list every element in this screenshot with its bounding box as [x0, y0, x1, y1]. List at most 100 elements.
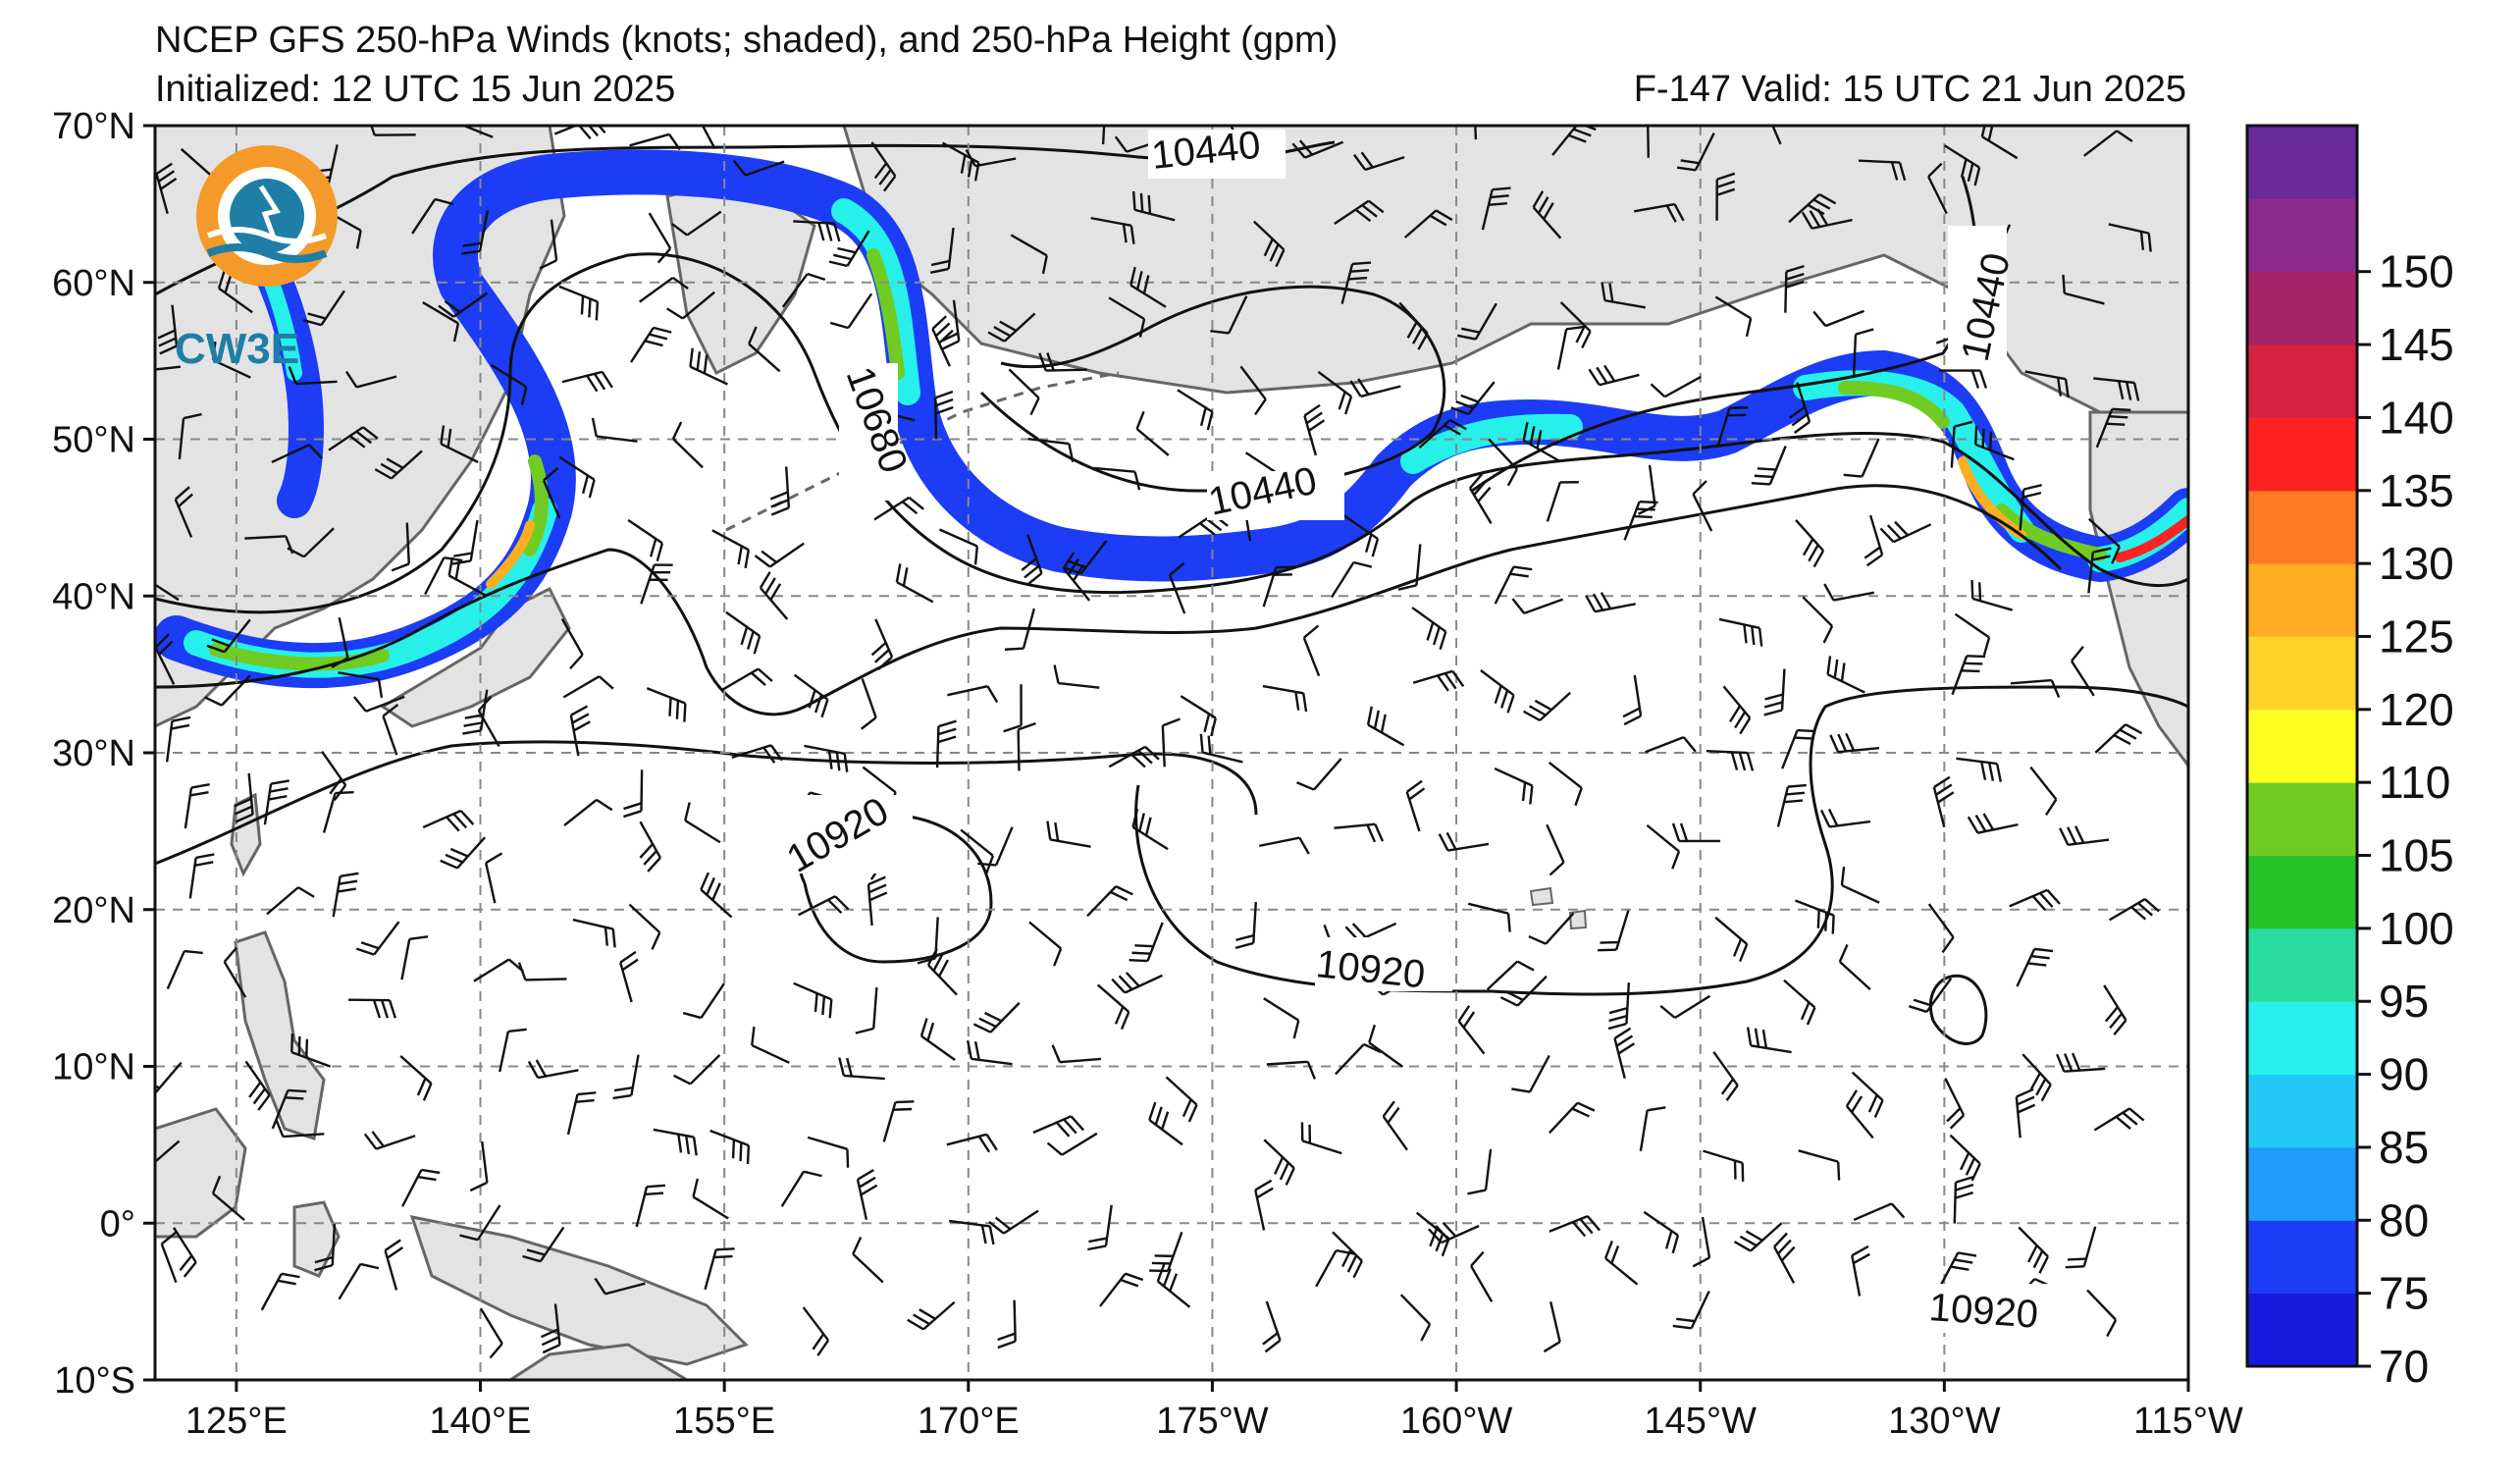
wind-barb: [1773, 1232, 1796, 1284]
colorbar-tick-label: 140: [2379, 392, 2454, 443]
map-title: NCEP GFS 250-hPa Winds (knots; shaded), …: [155, 20, 1339, 61]
valid-time: F-147 Valid: 15 UTC 21 Jun 2025: [1633, 69, 2186, 110]
wind-barb: [1003, 684, 1023, 733]
wind-barb: [987, 312, 1036, 343]
wind-barb: [1659, 994, 1711, 1020]
wind-barb: [451, 519, 479, 565]
wind-barb: [919, 1018, 956, 1062]
colorbar-tick-label: 130: [2379, 538, 2454, 589]
wind-barb: [1718, 617, 1763, 647]
wind-barb: [1781, 728, 1816, 769]
wind-barb: [1342, 514, 1380, 557]
australia-landmass: [507, 1343, 690, 1380]
wind-barb: [211, 1175, 245, 1222]
wind-barb: [1645, 735, 1697, 754]
wind-barb: [461, 210, 489, 255]
wind-barb: [1254, 1179, 1274, 1231]
wind-barb: [1607, 982, 1631, 1031]
latitude-tick-label: 20°N: [52, 890, 135, 931]
japan-island: [380, 586, 571, 728]
wind-barb: [1108, 296, 1146, 338]
wind-barb: [539, 219, 558, 270]
longitude-tick-label: 140°E: [430, 1401, 532, 1442]
colorbar-swatch: [2247, 417, 2357, 492]
wind-barb: [1771, 126, 1782, 145]
wind-barb: [594, 1277, 646, 1296]
wind-barb: [328, 426, 379, 451]
colorbar-tick-label: 145: [2379, 319, 2454, 370]
wind-barb: [1950, 420, 1973, 468]
wind-barb: [2065, 1226, 2097, 1269]
wind-barb: [1715, 172, 1736, 221]
wind-barb: [1266, 1060, 1316, 1080]
wind-barb: [1263, 1139, 1295, 1186]
wind-barb: [1528, 912, 1575, 945]
wind-barb: [2062, 274, 2105, 305]
colorbar-swatch: [2247, 782, 2357, 857]
wind-barb: [1135, 410, 1170, 456]
contour-label-10920-c: 10920: [1927, 1286, 2039, 1337]
wind-barb: [1303, 403, 1326, 456]
latitude-tick-label: 40°N: [52, 576, 135, 617]
wind-barb: [2095, 407, 2131, 449]
colorbar-tick-label: 135: [2379, 465, 2454, 516]
wind-barb: [1296, 758, 1342, 791]
contour-label-bg: [1923, 1284, 2061, 1333]
longitude-tick-label: 145°W: [1644, 1401, 1757, 1442]
wind-barb: [1650, 375, 1702, 398]
wind-barb: [965, 149, 1017, 168]
wind-barb: [1843, 438, 1880, 478]
philippines-islands: [234, 930, 326, 1140]
jet-core-green: [209, 248, 2107, 671]
wind-barb: [1714, 916, 1749, 963]
wind-barb: [212, 341, 251, 379]
wind-barb: [561, 370, 613, 393]
wind-barb: [188, 853, 215, 899]
wind-barb: [1783, 979, 1816, 1026]
wind-barb: [1474, 126, 1478, 140]
wind-barb: [781, 272, 826, 308]
wind-barb: [793, 220, 841, 242]
wind-barb: [855, 987, 878, 1034]
wind-barb: [949, 1219, 995, 1245]
wind-barb: [1010, 234, 1048, 275]
wind-barb: [1418, 418, 1467, 449]
wind-barb: [542, 467, 561, 519]
wind-barb: [873, 496, 924, 521]
wind-barb: [206, 618, 251, 654]
wind-barb: [1853, 1202, 1906, 1222]
wind-barb: [204, 674, 251, 707]
wind-barb: [302, 290, 345, 327]
wind-barb: [1634, 202, 1685, 223]
wind-barb: [1716, 405, 1749, 449]
wind-barb: [804, 744, 849, 772]
wind-barb: [1851, 1071, 1884, 1118]
wind-barb: [1062, 552, 1091, 602]
wind-barb: [1858, 159, 1907, 182]
wind-barb: [802, 1306, 830, 1356]
new-guinea-island: [409, 1215, 749, 1366]
wind-barb: [2056, 1052, 2106, 1073]
colorbar-swatch: [2247, 1293, 2357, 1367]
wind-barb: [266, 886, 315, 916]
wind-barb: [459, 1204, 501, 1242]
wind-barb: [2029, 766, 2058, 817]
colorbar-tick-label: 105: [2379, 830, 2454, 881]
wind-barb: [1671, 822, 1721, 843]
wind-barb: [2086, 1289, 2118, 1338]
wind-barb: [155, 162, 178, 214]
wind-barb: [704, 1247, 735, 1291]
wind-barb: [1330, 560, 1373, 599]
wind-barb: [1101, 126, 1106, 145]
wind-barb: [1199, 733, 1243, 764]
wind-barb: [1511, 1054, 1550, 1093]
wind-barb: [2024, 370, 2070, 398]
colorbar-swatch: [2247, 855, 2357, 929]
wind-barb: [966, 1039, 1013, 1066]
wind-barb: [1032, 1115, 1085, 1138]
wind-barb: [1944, 1078, 1966, 1130]
wind-barb: [1973, 425, 2015, 461]
wind-barb: [540, 1303, 561, 1354]
wind-barb: [401, 1168, 441, 1207]
wind-barb: [1956, 757, 2003, 782]
